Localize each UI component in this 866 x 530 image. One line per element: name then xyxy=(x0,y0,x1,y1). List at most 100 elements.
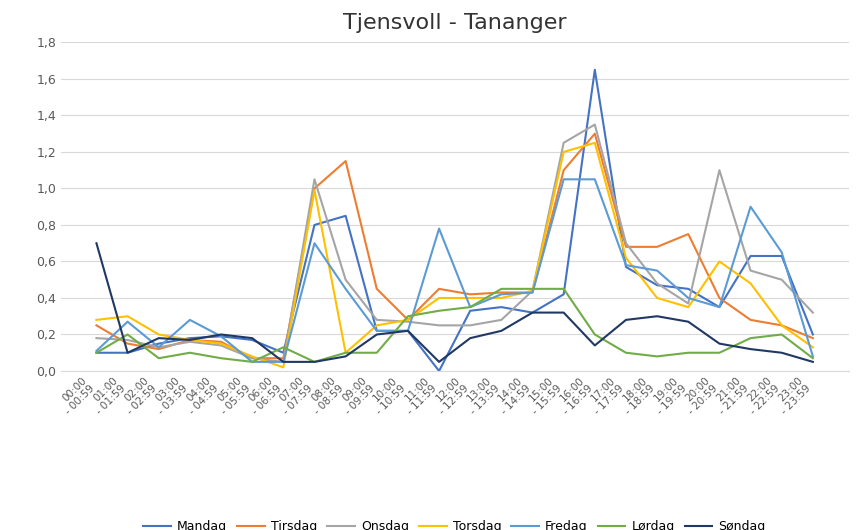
Mandag xyxy=(340,213,351,219)
Onsdag xyxy=(434,322,444,329)
Torsdag xyxy=(590,139,600,146)
Mandag xyxy=(309,222,320,228)
Onsdag xyxy=(403,319,413,325)
Fredag xyxy=(714,304,725,310)
Lørdag xyxy=(465,304,475,310)
Line: Lørdag: Lørdag xyxy=(96,289,813,362)
Tirsdag xyxy=(309,186,320,192)
Søndag xyxy=(434,359,444,365)
Lørdag xyxy=(621,350,631,356)
Tirsdag xyxy=(496,289,507,296)
Torsdag xyxy=(746,280,756,287)
Søndag xyxy=(808,359,818,365)
Søndag xyxy=(340,353,351,359)
Søndag xyxy=(184,337,195,343)
Tirsdag xyxy=(340,158,351,164)
Torsdag xyxy=(153,331,164,338)
Mandag xyxy=(278,350,288,356)
Søndag xyxy=(714,340,725,347)
Mandag xyxy=(216,333,226,340)
Tirsdag xyxy=(153,346,164,352)
Onsdag xyxy=(122,337,132,343)
Lørdag xyxy=(309,359,320,365)
Fredag xyxy=(683,295,694,301)
Fredag xyxy=(777,249,787,255)
Onsdag xyxy=(216,342,226,349)
Lørdag xyxy=(652,353,662,359)
Torsdag xyxy=(403,317,413,323)
Torsdag xyxy=(91,317,101,323)
Onsdag xyxy=(777,277,787,283)
Mandag xyxy=(372,328,382,334)
Torsdag xyxy=(496,295,507,301)
Søndag xyxy=(247,335,257,341)
Torsdag xyxy=(465,295,475,301)
Fredag xyxy=(309,240,320,246)
Lørdag xyxy=(278,344,288,350)
Fredag xyxy=(372,328,382,334)
Lørdag xyxy=(153,355,164,361)
Tirsdag xyxy=(122,340,132,347)
Søndag xyxy=(777,350,787,356)
Line: Søndag: Søndag xyxy=(96,243,813,362)
Torsdag xyxy=(714,258,725,264)
Mandag xyxy=(153,340,164,347)
Søndag xyxy=(496,328,507,334)
Fredag xyxy=(122,319,132,325)
Lørdag xyxy=(403,313,413,320)
Tirsdag xyxy=(184,337,195,343)
Torsdag xyxy=(683,304,694,310)
Tirsdag xyxy=(559,167,569,173)
Tirsdag xyxy=(683,231,694,237)
Onsdag xyxy=(184,339,195,345)
Lørdag xyxy=(746,335,756,341)
Mandag xyxy=(621,264,631,270)
Lørdag xyxy=(683,350,694,356)
Onsdag xyxy=(372,317,382,323)
Onsdag xyxy=(153,344,164,350)
Lørdag xyxy=(372,350,382,356)
Tirsdag xyxy=(527,289,538,296)
Title: Tjensvoll - Tananger: Tjensvoll - Tananger xyxy=(343,13,566,32)
Torsdag xyxy=(559,149,569,155)
Søndag xyxy=(122,350,132,356)
Torsdag xyxy=(434,295,444,301)
Onsdag xyxy=(340,277,351,283)
Torsdag xyxy=(340,350,351,356)
Søndag xyxy=(278,359,288,365)
Torsdag xyxy=(527,287,538,294)
Tirsdag xyxy=(372,286,382,292)
Torsdag xyxy=(652,295,662,301)
Lørdag xyxy=(777,331,787,338)
Fredag xyxy=(247,359,257,365)
Mandag xyxy=(91,350,101,356)
Lørdag xyxy=(808,355,818,361)
Line: Onsdag: Onsdag xyxy=(96,125,813,362)
Lørdag xyxy=(590,331,600,338)
Mandag xyxy=(247,337,257,343)
Mandag xyxy=(808,331,818,338)
Fredag xyxy=(559,176,569,182)
Onsdag xyxy=(247,355,257,361)
Tirsdag xyxy=(434,286,444,292)
Onsdag xyxy=(91,335,101,341)
Mandag xyxy=(683,286,694,292)
Tirsdag xyxy=(590,130,600,137)
Torsdag xyxy=(808,344,818,350)
Mandag xyxy=(559,291,569,297)
Lørdag xyxy=(216,355,226,361)
Søndag xyxy=(216,331,226,338)
Lørdag xyxy=(184,350,195,356)
Mandag xyxy=(496,304,507,310)
Tirsdag xyxy=(91,322,101,329)
Søndag xyxy=(153,335,164,341)
Onsdag xyxy=(465,322,475,329)
Søndag xyxy=(403,328,413,334)
Fredag xyxy=(403,328,413,334)
Mandag xyxy=(527,310,538,316)
Tirsdag xyxy=(247,355,257,361)
Mandag xyxy=(184,335,195,341)
Onsdag xyxy=(808,310,818,316)
Søndag xyxy=(559,310,569,316)
Fredag xyxy=(808,353,818,359)
